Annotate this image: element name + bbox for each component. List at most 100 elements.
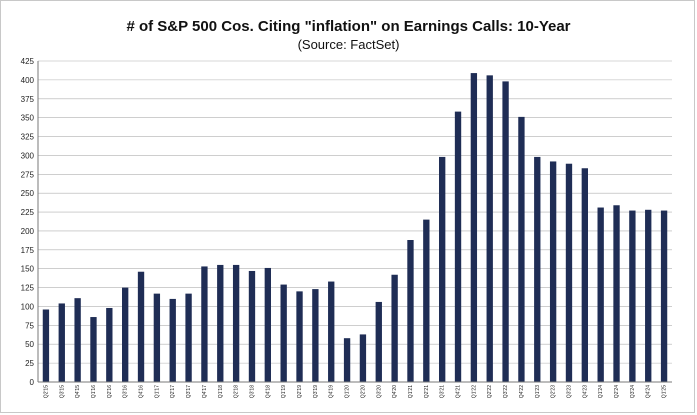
bar — [518, 116, 525, 383]
y-tick-label: 125 — [21, 284, 35, 293]
x-tick-label: Q3'17 — [186, 385, 192, 398]
y-tick-label: 150 — [21, 265, 35, 274]
chart-title: # of S&P 500 Cos. Citing "inflation" on … — [126, 18, 571, 35]
y-tick-label: 225 — [21, 208, 35, 217]
bar — [502, 81, 509, 382]
y-tick-label: 300 — [21, 151, 35, 160]
x-tick-label: Q4'20 — [392, 385, 398, 398]
bar — [454, 111, 462, 382]
bar — [534, 156, 541, 382]
x-tick-label: Q2'22 — [487, 385, 493, 398]
y-tick-label: 200 — [21, 227, 35, 236]
y-tick-label: 100 — [21, 302, 35, 311]
bar — [232, 264, 240, 382]
y-tick-label: 75 — [25, 321, 34, 330]
x-tick-label: Q4'16 — [139, 385, 145, 398]
x-tick-label: Q2'17 — [170, 385, 176, 398]
y-tick-label: 175 — [21, 246, 35, 255]
y-tick-label: 350 — [21, 114, 35, 123]
bar — [106, 307, 113, 382]
bar — [565, 163, 573, 382]
bar — [169, 298, 176, 382]
y-tick-label: 275 — [21, 170, 35, 179]
x-tick-label: Q4'24 — [646, 385, 652, 398]
bar — [391, 274, 398, 382]
x-tick-label: Q3'19 — [313, 385, 319, 398]
bar — [375, 301, 382, 382]
bar — [58, 303, 65, 382]
x-tick-label: Q2'19 — [297, 385, 303, 398]
bar — [312, 289, 319, 382]
x-tick-label: Q3'23 — [566, 385, 572, 398]
x-tick-label: Q4'18 — [265, 385, 271, 398]
x-tick-label: Q1'19 — [281, 385, 287, 398]
x-tick-label: Q1'24 — [598, 385, 604, 398]
x-tick-label: Q4'17 — [202, 385, 208, 398]
bar — [597, 207, 604, 382]
x-tick-label: Q4'15 — [75, 385, 81, 398]
y-tick-label: 250 — [21, 189, 35, 198]
bar — [423, 219, 430, 382]
bar — [248, 270, 256, 382]
x-tick-label: Q3'21 — [440, 385, 446, 398]
y-tick-label: 425 — [21, 57, 35, 66]
bar — [74, 298, 81, 382]
x-tick-label: Q1'22 — [471, 385, 477, 398]
x-tick-label: Q3'18 — [249, 385, 255, 398]
gridlines — [38, 60, 672, 383]
bar — [122, 287, 129, 382]
bar — [296, 291, 303, 382]
x-tick-label: Q2'16 — [107, 385, 113, 398]
y-tick-label: 25 — [25, 359, 34, 368]
bar — [343, 338, 351, 382]
bar — [486, 75, 493, 382]
x-tick-label: Q3'22 — [503, 385, 509, 398]
x-axis-ticks: Q2'15 Q3'15 Q4'15 Q1'16 Q2'16 Q3'16 Q4'16 Q1'17… — [43, 385, 667, 398]
x-tick-label: Q4'21 — [456, 385, 462, 398]
bar — [42, 309, 50, 382]
x-tick-label: Q3'15 — [59, 385, 65, 398]
bar — [201, 266, 208, 382]
y-axis-ticks: 0 25 50 75 100 125 150 175 200 225 250 275 300 325 350… — [21, 57, 35, 387]
x-tick-label: Q2'15 — [43, 385, 49, 398]
bar — [264, 267, 271, 382]
x-tick-label: Q4'22 — [519, 385, 525, 398]
x-tick-label: Q2'18 — [234, 385, 240, 398]
y-tick-label: 0 — [30, 378, 35, 387]
bar — [137, 271, 145, 382]
bar — [613, 205, 620, 382]
x-tick-label: Q2'21 — [424, 385, 430, 398]
x-tick-label: Q3'20 — [376, 385, 382, 398]
y-tick-label: 400 — [21, 76, 35, 85]
x-tick-label: Q4'23 — [582, 385, 588, 398]
bar — [359, 334, 367, 382]
x-tick-label: Q3'16 — [123, 385, 129, 398]
bar — [470, 73, 478, 382]
x-tick-label: Q1'21 — [408, 385, 414, 398]
bar — [581, 168, 588, 382]
bar — [645, 209, 652, 382]
bar — [90, 317, 97, 382]
bar — [328, 281, 335, 382]
bar — [660, 210, 668, 382]
y-tick-label: 50 — [25, 340, 34, 349]
bar — [185, 293, 192, 382]
bar — [629, 210, 636, 382]
x-tick-label: Q2'20 — [360, 385, 366, 398]
bar — [407, 240, 414, 382]
x-tick-label: Q1'17 — [154, 385, 160, 398]
x-tick-label: Q2'24 — [614, 385, 620, 398]
bar — [280, 284, 287, 382]
x-tick-label: Q1'23 — [535, 385, 541, 398]
x-tick-label: Q1'20 — [345, 385, 351, 398]
x-tick-label: Q1'16 — [91, 385, 97, 398]
x-tick-label: Q2'23 — [551, 385, 557, 398]
bar — [549, 161, 557, 382]
x-tick-label: Q1'25 — [662, 385, 668, 398]
x-tick-label: Q4'19 — [329, 385, 335, 398]
chart-subtitle: (Source: FactSet) — [297, 37, 400, 52]
x-tick-label: Q3'24 — [630, 385, 636, 398]
bars — [42, 73, 668, 383]
bar — [439, 156, 446, 382]
